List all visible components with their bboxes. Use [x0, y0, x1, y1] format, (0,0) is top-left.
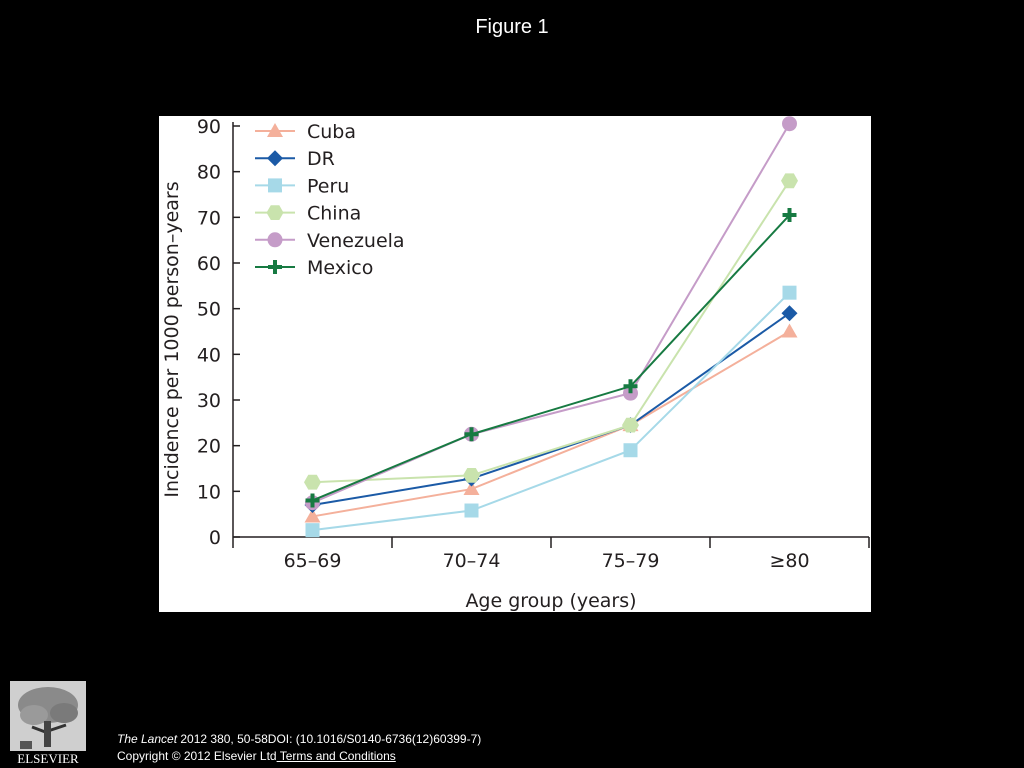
series-peru: [305, 285, 797, 538]
legend-item-china: China: [255, 203, 361, 225]
series-lines: [304, 116, 798, 538]
legend-item-cuba: Cuba: [255, 121, 356, 143]
series-line: [312, 330, 791, 518]
terms-and-conditions-link[interactable]: Terms and Conditions: [276, 749, 396, 763]
x-tick-label: ≥80: [769, 550, 809, 572]
legend-label: Peru: [307, 175, 349, 197]
elsevier-logo-text: ELSEVIER: [17, 751, 79, 765]
series-line: [312, 291, 791, 532]
legend-label: China: [307, 203, 361, 225]
copyright-line: Copyright © 2012 Elsevier Ltd Terms and …: [117, 748, 481, 765]
y-tick-label: 70: [197, 207, 221, 229]
data-point: [782, 208, 797, 223]
y-axis-title: Incidence per 1000 person–years: [161, 181, 183, 497]
legend-item-dr: DR: [255, 148, 335, 170]
data-point: [305, 523, 320, 538]
legend-marker: [268, 260, 282, 274]
data-point: [304, 474, 321, 490]
legend-label: Mexico: [307, 257, 373, 279]
y-tick-label: 20: [197, 436, 221, 458]
legend-label: Venezuela: [307, 230, 405, 252]
data-point: [781, 173, 798, 189]
series-line: [312, 312, 791, 507]
copyright-text: Copyright © 2012 Elsevier Ltd: [117, 749, 277, 763]
series-line: [312, 123, 791, 504]
x-tick-label: 70–74: [443, 550, 501, 572]
series-line: [312, 214, 791, 502]
legend-marker: [267, 232, 283, 248]
data-point: [782, 285, 797, 300]
y-tick-label: 90: [197, 116, 221, 138]
y-tick-label: 80: [197, 162, 221, 184]
data-point: [464, 427, 479, 442]
data-point: [781, 323, 798, 338]
x-tick-label: 75–79: [602, 550, 660, 572]
legend-label: DR: [307, 148, 335, 170]
y-tick-label: 10: [197, 481, 221, 503]
citation-details: 2012 380, 50-58DOI: (10.1016/S0140-6736(…: [177, 732, 482, 746]
citation-line: The Lancet 2012 380, 50-58DOI: (10.1016/…: [117, 731, 481, 748]
x-axis-title: Age group (years): [465, 590, 636, 612]
y-tick-label: 60: [197, 253, 221, 275]
line-chart: 0 10 20 30 40 50 60 70 80 90 65–69 70–74 75–79 ≥80 Cu…: [161, 116, 870, 612]
data-point: [304, 508, 321, 523]
legend-item-venezuela: Venezuela: [255, 230, 405, 252]
data-point: [305, 493, 320, 508]
series-mexico: [305, 208, 797, 508]
data-point: [782, 116, 797, 132]
data-point: [623, 379, 638, 394]
series-cuba: [304, 323, 798, 523]
legend-item-mexico: Mexico: [255, 257, 373, 279]
journal-name: The Lancet: [117, 732, 178, 746]
chart-panel: 0 10 20 30 40 50 60 70 80 90 65–69 70–74 75–79 ≥80 Cu…: [159, 116, 871, 612]
chart-legend: Cuba DR Peru China Venezuela Mexico: [255, 121, 405, 279]
data-point: [622, 417, 639, 433]
series-china: [304, 173, 798, 490]
data-point: [463, 481, 480, 496]
y-tick-label: 50: [197, 299, 221, 321]
legend-marker: [268, 178, 282, 193]
series-dr: [304, 305, 798, 514]
data-point: [781, 305, 798, 322]
y-tick-label: 0: [209, 527, 221, 549]
elsevier-logo: ELSEVIER: [10, 681, 86, 765]
data-point: [623, 443, 638, 458]
data-point: [463, 468, 480, 483]
legend-label: Cuba: [307, 121, 356, 143]
series-line: [312, 180, 791, 484]
y-tick-label: 30: [197, 390, 221, 412]
legend-marker: [266, 205, 284, 220]
legend-item-peru: Peru: [255, 175, 349, 197]
axes: 0 10 20 30 40 50 60 70 80 90 65–69 70–74 75–79 ≥80: [197, 116, 870, 572]
citation-block: The Lancet 2012 380, 50-58DOI: (10.1016/…: [117, 731, 481, 765]
x-tick-label: 65–69: [284, 550, 342, 572]
data-point: [464, 503, 479, 518]
page-title: Figure 1: [475, 16, 549, 38]
legend-marker: [267, 123, 283, 137]
legend-marker: [267, 150, 283, 167]
y-tick-label: 40: [197, 344, 221, 366]
